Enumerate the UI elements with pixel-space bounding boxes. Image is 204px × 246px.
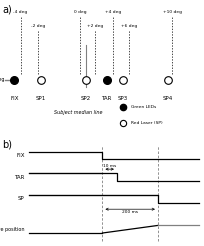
Text: +6 deg: +6 deg [120,24,137,28]
Text: FIX: FIX [10,96,19,101]
Text: 200 ms: 200 ms [122,210,137,214]
Text: -2 deg: -2 deg [31,24,45,28]
Text: SP2: SP2 [81,96,91,101]
Text: +10 deg: +10 deg [162,10,181,14]
Text: TAR: TAR [14,175,24,180]
Text: a): a) [2,4,12,14]
Text: 0 deg: 0 deg [73,10,86,14]
Text: +2 deg: +2 deg [87,24,103,28]
Text: TAR: TAR [101,96,111,101]
Text: 10 ms: 10 ms [103,164,116,168]
Text: Green LEDs: Green LEDs [131,106,156,109]
Text: SP1: SP1 [36,96,46,101]
Text: SP3: SP3 [117,96,128,101]
Text: +4 deg: +4 deg [104,10,120,14]
Text: -4 deg: -4 deg [13,10,28,14]
Text: The eye position: The eye position [0,227,24,232]
Text: FIX: FIX [16,153,24,158]
Text: 0.3 deg: 0.3 deg [0,77,4,82]
Text: SP4: SP4 [162,96,172,101]
Text: b): b) [2,140,12,150]
Text: SP: SP [18,196,24,201]
Text: Subject median line: Subject median line [53,110,102,115]
Text: Red Laser (SP): Red Laser (SP) [131,121,162,125]
